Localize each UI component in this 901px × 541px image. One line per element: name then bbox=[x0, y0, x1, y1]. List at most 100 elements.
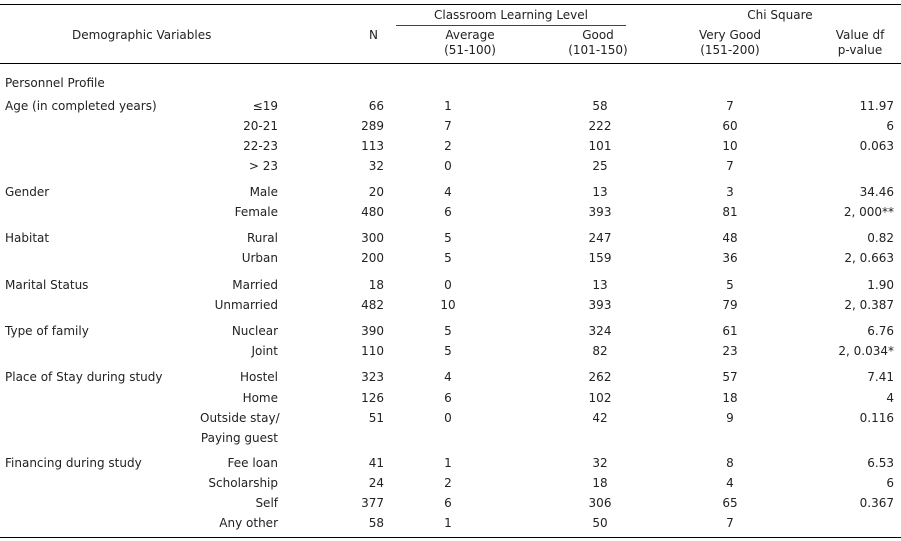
cell-chi: 1.90 bbox=[867, 278, 894, 292]
cell-n: 110 bbox=[361, 344, 384, 358]
cell-category: ≤19 bbox=[252, 99, 278, 113]
cell-good: 58 bbox=[592, 99, 608, 113]
cell-category: > 23 bbox=[248, 159, 278, 173]
cell-good: 50 bbox=[592, 516, 608, 530]
cell-chi: 6.76 bbox=[867, 324, 894, 338]
cell-variable: Place of Stay during study bbox=[5, 370, 163, 384]
cell-variable: Gender bbox=[5, 185, 50, 199]
header-p-value: p-value bbox=[837, 43, 883, 57]
cell-good: 101 bbox=[588, 139, 612, 153]
cell-category: Hostel bbox=[239, 370, 278, 384]
cell-n: 289 bbox=[361, 119, 384, 133]
cell-category: Joint bbox=[251, 344, 278, 358]
cell-category: Unmarried bbox=[214, 298, 278, 312]
cell-category: Female bbox=[234, 205, 278, 219]
group-title: Classroom Learning Level bbox=[433, 8, 588, 22]
cell-good: 25 bbox=[592, 159, 608, 173]
header-good: Good bbox=[582, 28, 614, 42]
header-n: N bbox=[369, 28, 378, 42]
cell-n: 377 bbox=[361, 496, 384, 510]
section-label: Personnel Profile bbox=[5, 76, 105, 90]
cell-n: 41 bbox=[368, 456, 384, 470]
cell-good: 82 bbox=[592, 344, 608, 358]
header-rule bbox=[0, 63, 901, 64]
cell-average: 10 bbox=[440, 298, 456, 312]
cell-average: 5 bbox=[444, 324, 452, 338]
cell-very-good: 7 bbox=[726, 516, 734, 530]
cell-chi: 6 bbox=[886, 476, 894, 490]
cell-chi: 0.367 bbox=[859, 496, 894, 510]
cell-chi: 2, 000** bbox=[843, 205, 894, 219]
cell-chi: 0.063 bbox=[859, 139, 894, 153]
cell-category: Nuclear bbox=[231, 324, 278, 338]
cell-chi: 0.116 bbox=[859, 411, 894, 425]
cell-good: 393 bbox=[588, 205, 612, 219]
cell-n: 24 bbox=[368, 476, 384, 490]
cell-good: 13 bbox=[592, 185, 608, 199]
header-good-range: (101-150) bbox=[568, 43, 628, 57]
cell-average: 0 bbox=[444, 159, 452, 173]
cell-chi: 2, 0.387 bbox=[844, 298, 894, 312]
cell-chi: 2, 0.034* bbox=[838, 344, 894, 358]
cell-very-good: 57 bbox=[722, 370, 738, 384]
cell-very-good: 23 bbox=[722, 344, 738, 358]
cell-very-good: 10 bbox=[722, 139, 738, 153]
cell-category: Fee loan bbox=[227, 456, 278, 470]
header-very-good: Very Good bbox=[698, 28, 762, 42]
cell-chi: 34.46 bbox=[859, 185, 894, 199]
chi-title: Chi Square bbox=[747, 8, 813, 22]
cell-very-good: 3 bbox=[726, 185, 734, 199]
cell-very-good: 79 bbox=[722, 298, 738, 312]
cell-good: 18 bbox=[592, 476, 608, 490]
cell-average: 4 bbox=[444, 185, 452, 199]
cell-average: 7 bbox=[444, 119, 452, 133]
cell-n: 323 bbox=[361, 370, 384, 384]
cell-good: 102 bbox=[588, 391, 612, 405]
cell-category: Married bbox=[232, 278, 278, 292]
cell-average: 5 bbox=[444, 251, 452, 265]
cell-average: 0 bbox=[444, 278, 452, 292]
cell-n: 480 bbox=[361, 205, 384, 219]
cell-very-good: 60 bbox=[722, 119, 738, 133]
cell-very-good: 7 bbox=[726, 99, 734, 113]
cell-very-good: 9 bbox=[726, 411, 734, 425]
cell-good: 393 bbox=[588, 298, 612, 312]
cell-chi: 2, 0.663 bbox=[844, 251, 894, 265]
cell-n: 58 bbox=[368, 516, 384, 530]
cell-chi: 4 bbox=[886, 391, 894, 405]
cell-category: Self bbox=[255, 496, 278, 510]
cell-n: 66 bbox=[368, 99, 384, 113]
top-rule bbox=[0, 4, 901, 5]
cell-average: 2 bbox=[444, 139, 452, 153]
cell-good: 324 bbox=[588, 324, 612, 338]
cell-chi: 0.82 bbox=[867, 231, 894, 245]
cell-n: 126 bbox=[361, 391, 384, 405]
cell-average: 6 bbox=[444, 205, 452, 219]
cell-variable: Habitat bbox=[5, 231, 50, 245]
cell-category: 22-23 bbox=[243, 139, 278, 153]
cell-very-good: 36 bbox=[722, 251, 738, 265]
cell-n: 390 bbox=[361, 324, 384, 338]
cell-category: Paying guest bbox=[200, 431, 278, 445]
cell-category: Outside stay/ bbox=[200, 411, 280, 425]
header-average-range: (51-100) bbox=[444, 43, 496, 57]
cell-n: 18 bbox=[368, 278, 384, 292]
cell-very-good: 18 bbox=[722, 391, 738, 405]
cell-chi: 6.53 bbox=[867, 456, 894, 470]
header-very-good-range: (151-200) bbox=[700, 43, 760, 57]
cell-n: 482 bbox=[361, 298, 384, 312]
cell-variable: Age (in completed years) bbox=[5, 99, 157, 113]
cell-n: 51 bbox=[368, 411, 384, 425]
cell-variable: Type of family bbox=[5, 324, 89, 338]
cell-average: 6 bbox=[444, 496, 452, 510]
cell-good: 306 bbox=[588, 496, 612, 510]
cell-average: 6 bbox=[444, 391, 452, 405]
cell-very-good: 61 bbox=[722, 324, 738, 338]
cell-good: 32 bbox=[592, 456, 608, 470]
cell-n: 32 bbox=[368, 159, 384, 173]
header-value-df: Value df bbox=[835, 28, 885, 42]
cell-very-good: 48 bbox=[722, 231, 738, 245]
cell-category: Any other bbox=[219, 516, 278, 530]
cell-good: 13 bbox=[592, 278, 608, 292]
